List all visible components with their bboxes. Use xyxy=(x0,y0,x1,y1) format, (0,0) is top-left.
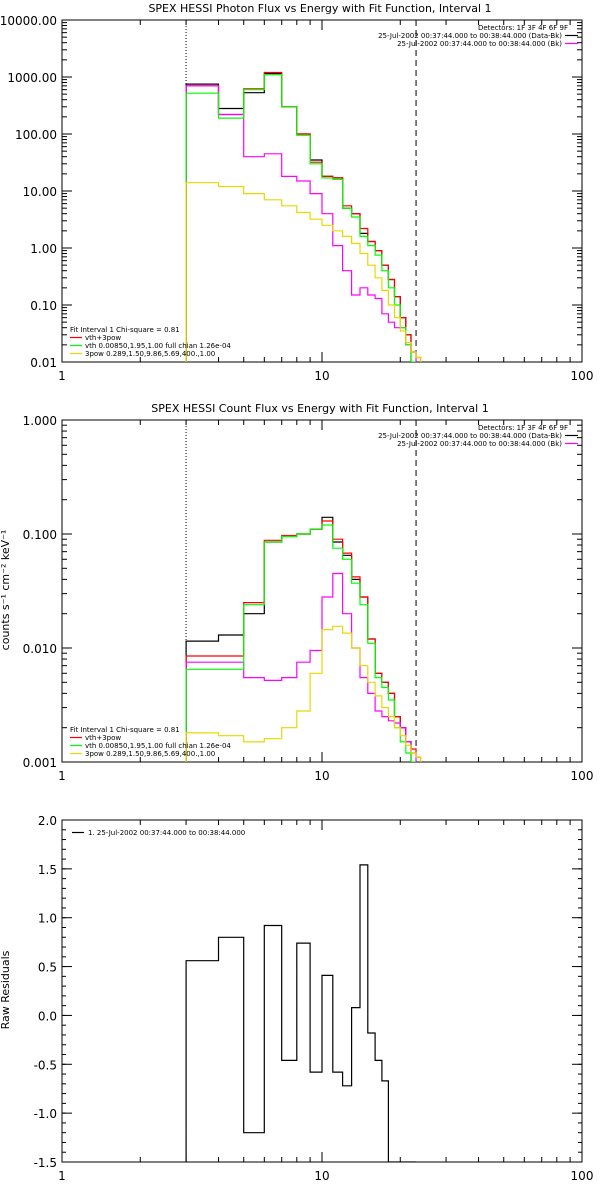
data-layer xyxy=(185,71,422,362)
data-series-0 xyxy=(185,864,416,1162)
y-tick-label: 1000.00 xyxy=(7,71,57,85)
plot-frame xyxy=(61,419,583,763)
legend-fit-header: Fit Interval 1 Chi-square = 0.81 xyxy=(70,726,180,734)
y-tick-label: 0.001 xyxy=(23,756,57,770)
legend-detectors: Detectors: 1F 3F 4F 6F 9F xyxy=(478,24,568,32)
x-tick-label: 1 xyxy=(58,369,66,383)
plot-frame xyxy=(61,19,583,363)
data-series-0 xyxy=(185,516,412,762)
legend-detectors: Detectors: 1F 3F 4F 6F 9F xyxy=(478,424,568,432)
data-series-1 xyxy=(185,520,422,762)
y-tick-label: -0.5 xyxy=(34,1058,57,1072)
data-layer xyxy=(185,864,416,1162)
data-series-2 xyxy=(185,572,417,762)
legend-fit-entry: vth 0.00850,1.95,1.00 full chian 1.26e-0… xyxy=(85,742,231,750)
legend-fit-entry: vth 0.00850,1.95,1.00 full chian 1.26e-0… xyxy=(85,342,231,350)
y-tick-label: 0.0 xyxy=(38,1009,57,1023)
data-series-3 xyxy=(185,524,416,762)
legend-time-entry: 25-Jul-2002 00:37:44.000 to 00:38:44.000… xyxy=(378,432,562,440)
data-series-4 xyxy=(185,625,422,762)
y-tick-label: 0.100 xyxy=(23,528,57,542)
y-tick-label: 10.00 xyxy=(23,185,57,199)
legend-time-entry: 25-Jul-2002 00:37:44.000 to 00:38:44.000… xyxy=(397,40,562,48)
y-tick-label: 0.5 xyxy=(38,961,57,975)
x-tick-label: 1 xyxy=(58,769,66,783)
legend-fit-header: Fit Interval 1 Chi-square = 0.81 xyxy=(70,326,180,334)
photon-flux-title: SPEX HESSI Photon Flux vs Energy with Fi… xyxy=(148,2,491,15)
y-tick-label: 2.0 xyxy=(38,814,57,828)
legend-entry: 1. 25-Jul-2002 00:37:44.000 to 00:38:44.… xyxy=(88,829,245,837)
y-tick-label: 1.00 xyxy=(30,242,57,256)
y-tick-label: 10000.00 xyxy=(0,14,57,28)
data-series-2 xyxy=(185,85,417,362)
x-tick-label: 100 xyxy=(571,369,594,383)
count-flux-title: SPEX HESSI Count Flux vs Energy with Fit… xyxy=(151,402,488,415)
data-series-4 xyxy=(185,182,422,362)
y-tick-label: 100.00 xyxy=(15,128,57,142)
data-series-1 xyxy=(185,71,422,362)
y-tick-label: 0.01 xyxy=(30,356,57,370)
x-tick-label: 1 xyxy=(58,1169,66,1183)
data-layer xyxy=(185,516,422,762)
y-tick-label: -1.5 xyxy=(34,1156,57,1170)
x-tick-label: 100 xyxy=(571,769,594,783)
y-tick-label: 1.0 xyxy=(38,912,57,926)
legend-fit-entry: vth+3pow xyxy=(85,334,121,342)
x-tick-label: 10 xyxy=(314,769,329,783)
data-series-0 xyxy=(185,72,412,362)
panel-residuals: Raw Residuals 1 10 100 -1.5 -1.0 -0.5 0.0 0.5 1.… xyxy=(0,814,593,1183)
y-tick-label: 0.10 xyxy=(30,299,57,313)
legend-fit-entry: 3pow 0.289,1.50,9.86,5.69,400.,1.00 xyxy=(85,350,215,358)
data-series-3 xyxy=(185,74,416,362)
count-flux-ylabel: counts s⁻¹ cm⁻² keV⁻¹ xyxy=(0,530,12,651)
panel-count-flux: SPEX HESSI Count Flux vs Energy with Fit… xyxy=(0,402,593,783)
residuals-ylabel: Raw Residuals xyxy=(0,950,12,1029)
legend-time-entry: 25-Jul-2002 00:37:44.000 to 00:38:44.000… xyxy=(378,32,562,40)
x-tick-label: 10 xyxy=(314,369,329,383)
y-tick-label: 1.5 xyxy=(38,863,57,877)
legend-fit-entry: 3pow 0.289,1.50,9.86,5.69,400.,1.00 xyxy=(85,750,215,758)
x-tick-label: 10 xyxy=(314,1169,329,1183)
legend-time-entry: 25-Jul-2002 00:37:44.000 to 00:38:44.000… xyxy=(397,440,562,448)
y-tick-label: 1.000 xyxy=(23,414,57,428)
y-tick-label: 0.010 xyxy=(23,642,57,656)
panel-photon-flux: SPEX HESSI Photon Flux vs Energy with Fi… xyxy=(0,2,593,383)
y-tick-label: -1.0 xyxy=(34,1107,57,1121)
x-tick-label: 100 xyxy=(571,1169,594,1183)
legend-fit-entry: vth+3pow xyxy=(85,734,121,742)
